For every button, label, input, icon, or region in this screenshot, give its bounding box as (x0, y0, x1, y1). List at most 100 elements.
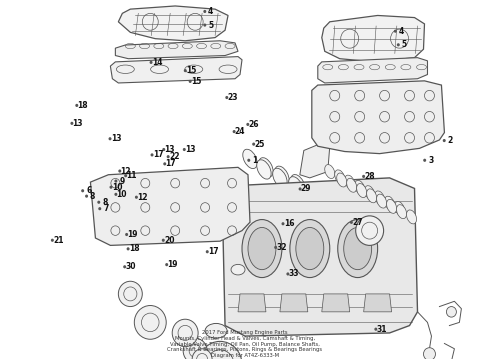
Circle shape (108, 137, 112, 140)
Ellipse shape (377, 194, 387, 208)
Circle shape (98, 207, 101, 210)
Text: 9: 9 (119, 176, 124, 185)
Polygon shape (119, 6, 228, 41)
Ellipse shape (367, 189, 377, 203)
Circle shape (75, 104, 78, 107)
Circle shape (252, 143, 255, 146)
Circle shape (85, 194, 88, 198)
Text: 2: 2 (447, 136, 453, 145)
Polygon shape (110, 57, 242, 83)
Ellipse shape (396, 204, 407, 219)
Polygon shape (318, 58, 427, 83)
Text: 18: 18 (77, 101, 88, 110)
Text: 11: 11 (126, 171, 137, 180)
Circle shape (423, 159, 426, 162)
Circle shape (184, 69, 187, 72)
Circle shape (183, 338, 207, 360)
Text: 30: 30 (125, 262, 136, 271)
Ellipse shape (343, 228, 371, 270)
Text: 2017 Ford Mustang Engine Parts
Mounts, Cylinder Head & Valves, Camshaft & Timing: 2017 Ford Mustang Engine Parts Mounts, C… (168, 330, 322, 358)
Text: 22: 22 (169, 152, 179, 161)
Polygon shape (300, 143, 330, 178)
Polygon shape (238, 294, 266, 312)
Text: 5: 5 (208, 21, 213, 30)
Circle shape (203, 10, 206, 13)
Ellipse shape (335, 170, 345, 184)
Text: 27: 27 (352, 218, 363, 227)
Text: 18: 18 (129, 244, 139, 253)
Circle shape (446, 307, 456, 317)
Text: 32: 32 (276, 243, 287, 252)
Ellipse shape (289, 177, 303, 196)
Ellipse shape (374, 191, 385, 205)
Text: 24: 24 (235, 127, 245, 136)
Text: 3: 3 (428, 156, 433, 165)
Text: 23: 23 (227, 93, 238, 102)
Polygon shape (322, 294, 350, 312)
Ellipse shape (387, 199, 396, 213)
Polygon shape (280, 294, 308, 312)
Circle shape (162, 148, 165, 151)
Text: 19: 19 (168, 260, 178, 269)
Ellipse shape (394, 202, 405, 216)
Text: 12: 12 (121, 167, 131, 176)
Circle shape (167, 155, 170, 158)
Text: 10: 10 (112, 183, 122, 192)
Circle shape (203, 23, 206, 27)
Circle shape (215, 359, 225, 360)
Circle shape (134, 306, 166, 339)
Circle shape (247, 159, 250, 162)
Ellipse shape (242, 220, 282, 278)
Circle shape (126, 247, 129, 251)
Ellipse shape (205, 323, 227, 338)
Text: 16: 16 (284, 219, 294, 228)
Circle shape (206, 250, 209, 253)
Text: 13: 13 (185, 145, 196, 154)
Text: 13: 13 (165, 145, 175, 154)
Ellipse shape (337, 202, 351, 221)
Text: 15: 15 (186, 66, 196, 75)
Text: 12: 12 (137, 193, 147, 202)
Circle shape (394, 30, 397, 33)
Ellipse shape (322, 192, 337, 211)
Circle shape (51, 239, 54, 242)
Circle shape (192, 349, 212, 360)
Text: 26: 26 (248, 120, 259, 129)
Polygon shape (115, 41, 238, 59)
Ellipse shape (365, 186, 375, 200)
Text: 13: 13 (111, 134, 121, 143)
Ellipse shape (346, 178, 357, 192)
Circle shape (109, 186, 113, 189)
Text: 17: 17 (166, 159, 176, 168)
Ellipse shape (407, 210, 416, 224)
Ellipse shape (338, 220, 378, 278)
Circle shape (118, 170, 122, 172)
Circle shape (183, 148, 186, 151)
Ellipse shape (291, 175, 305, 194)
Text: 7: 7 (103, 204, 108, 213)
Polygon shape (222, 178, 417, 336)
Circle shape (149, 61, 152, 64)
Circle shape (125, 233, 128, 236)
Polygon shape (91, 167, 250, 246)
Ellipse shape (257, 160, 271, 179)
Circle shape (298, 188, 301, 190)
Circle shape (172, 319, 198, 347)
Text: 4: 4 (208, 7, 214, 16)
Circle shape (350, 221, 353, 224)
Text: 8: 8 (102, 198, 107, 207)
Text: 14: 14 (152, 58, 162, 67)
Ellipse shape (344, 175, 355, 189)
Ellipse shape (385, 196, 394, 210)
Text: 17: 17 (208, 247, 219, 256)
Text: 1: 1 (252, 156, 257, 165)
Circle shape (135, 195, 138, 199)
Ellipse shape (352, 210, 367, 230)
Text: 19: 19 (127, 230, 138, 239)
Circle shape (98, 201, 100, 204)
Circle shape (71, 122, 73, 125)
Ellipse shape (290, 220, 330, 278)
Polygon shape (312, 81, 444, 154)
Text: 28: 28 (364, 172, 375, 181)
Circle shape (119, 281, 142, 307)
